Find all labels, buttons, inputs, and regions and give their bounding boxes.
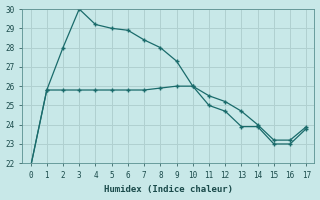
X-axis label: Humidex (Indice chaleur): Humidex (Indice chaleur) [104,185,233,194]
